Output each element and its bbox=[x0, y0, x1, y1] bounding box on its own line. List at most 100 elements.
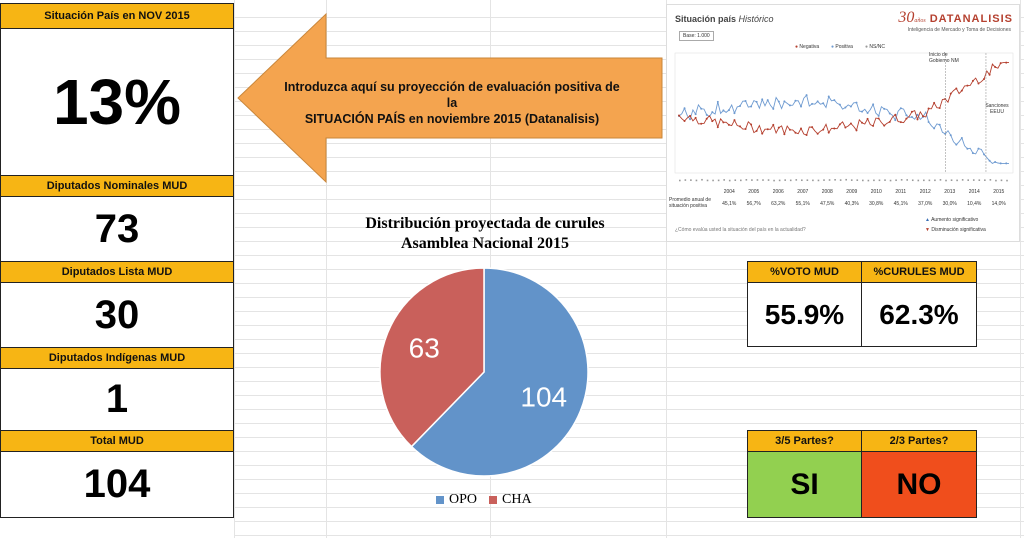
sheet-gridline-h bbox=[234, 339, 1024, 340]
sheet-gridline-h bbox=[234, 45, 1024, 46]
pie-chart-title: Distribución proyectada de curules Asamb… bbox=[322, 214, 648, 254]
thumb-series-nsnc-point bbox=[679, 179, 681, 182]
thumb-year-label: 2007 bbox=[797, 189, 809, 195]
sheet-gridline-h bbox=[234, 423, 1024, 424]
sheet-gridline-h bbox=[234, 185, 1024, 186]
thumb-series-positiva-point bbox=[872, 103, 875, 106]
pie-slice-cha bbox=[379, 267, 485, 448]
thumb-year-label: 2006 bbox=[772, 189, 784, 195]
thumb-year-label: 2004 bbox=[723, 189, 735, 195]
thumb-series-nsnc-point bbox=[984, 179, 986, 182]
sheet-gridline-h bbox=[234, 311, 1024, 312]
thumb-series-nsnc-point bbox=[717, 179, 720, 182]
thumb-series-positiva-point bbox=[855, 101, 858, 104]
pie-legend: OPO CHA bbox=[436, 492, 532, 508]
thumb-year-value: 30,0% bbox=[942, 201, 957, 207]
historic-chart-image: Situación país Histórico Base: 1.000 30a… bbox=[666, 4, 1020, 242]
thumb-series-positiva-point bbox=[977, 147, 980, 150]
sheet-gridline-h bbox=[234, 213, 1024, 214]
thumb-series-positiva-point bbox=[800, 105, 803, 108]
thumb-series-nsnc-point bbox=[923, 179, 925, 182]
thumb-series-nsnc-point bbox=[728, 179, 731, 182]
thumb-series-negativa-point bbox=[888, 120, 891, 123]
thumb-series-positiva-point bbox=[805, 94, 808, 97]
thumb-series-positiva-point bbox=[833, 99, 836, 102]
thumb-series-positiva-point bbox=[910, 116, 913, 119]
thumb-series-negativa-point bbox=[938, 107, 941, 110]
thumb-series-positiva-point bbox=[955, 143, 958, 146]
arrow-callout-line2: SITUACIÓN PAÍS en noviembre 2015 (Datana… bbox=[304, 112, 600, 126]
thumb-series-negativa-point bbox=[955, 87, 958, 90]
thumb-series-positiva-point bbox=[838, 103, 841, 106]
thumb-series-positiva-point bbox=[933, 127, 936, 130]
sheet-gridline-h bbox=[234, 395, 1024, 396]
thumb-series-negativa-point bbox=[916, 118, 919, 121]
thumb-series-negativa-point bbox=[722, 121, 725, 124]
thumb-series-positiva-point bbox=[971, 152, 974, 155]
sheet-gridline-h bbox=[234, 507, 1024, 508]
thumb-series-positiva bbox=[678, 94, 1009, 164]
thumb-legend-negativa: ● Negativa bbox=[795, 44, 820, 50]
thumb-year-value: 37,0% bbox=[918, 201, 933, 207]
thumb-series-positiva-point bbox=[722, 109, 725, 112]
thumb-series-negativa-point bbox=[899, 121, 902, 124]
thumb-series-nsnc-point bbox=[911, 179, 914, 182]
thumb-series-negativa-point bbox=[927, 107, 930, 110]
thumb-series-positiva-point bbox=[750, 105, 753, 108]
thumb-series-nsnc-point bbox=[972, 179, 975, 181]
thumb-line-chart bbox=[674, 52, 1014, 182]
tres-quintos-value: SI bbox=[747, 451, 862, 518]
legend-label-cha: CHA bbox=[502, 492, 532, 507]
thumb-year-value: 55,1% bbox=[795, 201, 810, 207]
kpi-value-nominales: 73 bbox=[0, 196, 234, 262]
thumb-series-negativa-point bbox=[755, 129, 758, 132]
thumb-base: Base: 1.000 bbox=[679, 31, 714, 41]
thumb-series-nsnc-point bbox=[917, 179, 920, 182]
thumb-series-nsnc-point bbox=[856, 179, 859, 181]
thumb-series-nsnc-point bbox=[945, 179, 947, 182]
thumb-series-negativa-point bbox=[733, 119, 736, 122]
thumb-series-negativa-point bbox=[866, 117, 869, 120]
kpi-header-total: Total MUD bbox=[0, 430, 234, 452]
sheet-gridline-h bbox=[234, 255, 1024, 256]
thumb-series-negativa-point bbox=[999, 62, 1002, 65]
thumb-series-positiva-point bbox=[822, 102, 825, 105]
thumb-annotation-sanciones: Sanciones EEUU bbox=[985, 103, 1009, 115]
arrow-callout-line1: Introduzca aquí su proyección de evaluac… bbox=[284, 80, 620, 110]
thumb-series-negativa-point bbox=[794, 131, 797, 134]
thumb-annotation-gobierno: Inicio de Gobierno NM bbox=[929, 52, 959, 64]
thumb-series-nsnc-point bbox=[850, 179, 853, 181]
thumb-series-negativa-point bbox=[1005, 61, 1008, 64]
thumb-series-negativa-point bbox=[805, 133, 808, 136]
thumb-series-negativa-point bbox=[739, 125, 742, 128]
arrow-callout-shape bbox=[237, 12, 663, 184]
thumb-series-nsnc-point bbox=[845, 178, 847, 181]
thumb-series-negativa-point bbox=[716, 126, 719, 129]
kpi-value-situacion: 13% bbox=[0, 28, 234, 176]
thumb-series-nsnc-point bbox=[789, 179, 792, 182]
sheet-gridline-h bbox=[234, 325, 1024, 326]
thumb-year-label: 2015 bbox=[993, 189, 1005, 195]
thumb-series-positiva-point bbox=[983, 153, 986, 156]
thumb-series-negativa-point bbox=[777, 126, 780, 129]
sheet-gridline-h bbox=[234, 199, 1024, 200]
sheet-gridline-h bbox=[234, 269, 1024, 270]
thumb-series-nsnc-point bbox=[773, 179, 775, 182]
thumb-series-positiva-point bbox=[705, 113, 708, 116]
thumb-series-negativa-point bbox=[711, 120, 714, 123]
sheet-gridline-h bbox=[234, 171, 1024, 172]
thumb-series-nsnc-point bbox=[778, 179, 781, 182]
thumb-series-positiva-point bbox=[899, 107, 902, 110]
thumb-series-nsnc-point bbox=[939, 179, 942, 181]
thumb-series-positiva-point bbox=[827, 95, 830, 98]
voto-mud-value: 55.9% bbox=[747, 282, 862, 347]
thumb-series-negativa-point bbox=[683, 120, 686, 123]
datanalisis-logo: 30años DATANALISIS bbox=[898, 9, 1013, 26]
thumb-series-positiva-point bbox=[844, 106, 847, 109]
thumb-series-nsnc-point bbox=[873, 179, 875, 182]
dos-tercios-value: NO bbox=[861, 451, 977, 518]
thumb-footer-legend-down: ▼ Disminución significativa bbox=[925, 227, 986, 233]
thumb-series-nsnc-point bbox=[712, 179, 714, 182]
sheet-gridline-h bbox=[234, 381, 1024, 382]
thumb-series-nsnc-point bbox=[828, 179, 831, 181]
